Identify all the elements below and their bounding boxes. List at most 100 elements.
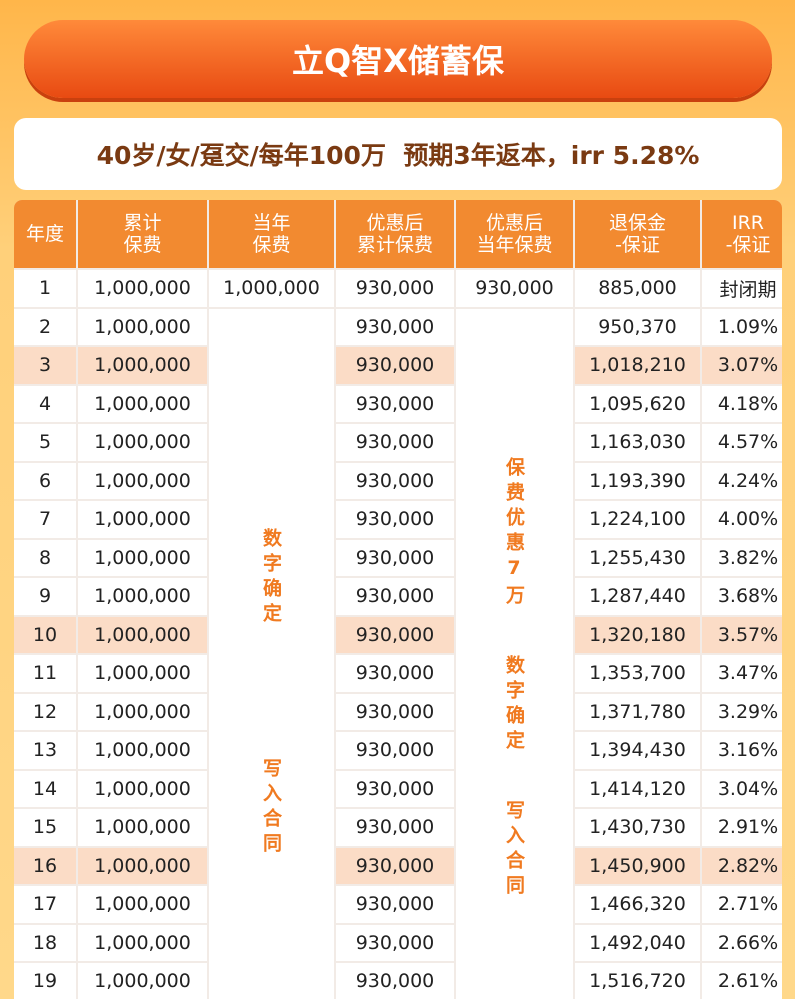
cell: 930,000 (336, 424, 454, 461)
cell: 3.82% (702, 539, 782, 576)
cell: 1,000,000 (78, 963, 207, 999)
cell: 1,000,000 (78, 462, 207, 499)
cell: 930,000 (456, 270, 573, 307)
cell: 1,450,900 (575, 847, 700, 884)
note: 写入合同 (260, 758, 282, 859)
cell: 12 (14, 693, 76, 730)
cell: 930,000 (336, 809, 454, 846)
cell: 930,000 (336, 578, 454, 615)
cell: 1,000,000 (78, 924, 207, 961)
cell: 1 (14, 270, 76, 307)
cell: 930,000 (336, 847, 454, 884)
cell: 1,000,000 (78, 501, 207, 538)
cell: 1,516,720 (575, 963, 700, 999)
cell: 2.71% (702, 886, 782, 923)
cell: 930,000 (336, 385, 454, 422)
cell: 5 (14, 424, 76, 461)
cell: 930,000 (336, 732, 454, 769)
cell: 封闭期 (702, 270, 782, 307)
cell: 1,000,000 (78, 539, 207, 576)
cell: 930,000 (336, 462, 454, 499)
cell: 8 (14, 539, 76, 576)
cell: 4.24% (702, 462, 782, 499)
cell: 1,095,620 (575, 385, 700, 422)
cell: 1,466,320 (575, 886, 700, 923)
header-cell: 退保金 -保证 (575, 200, 700, 268)
cell: 1,320,180 (575, 616, 700, 653)
cell: 1,163,030 (575, 424, 700, 461)
header-cell: 年度 (14, 200, 76, 268)
cell: 1,394,430 (575, 732, 700, 769)
merged-cell: 保费优惠7万数字确定写入合同 (456, 308, 573, 999)
merged-cell: 数字确定 写入合同 (209, 308, 334, 999)
title: 立Q智X储蓄保 (24, 20, 772, 98)
note: 写入合同 (503, 799, 525, 900)
cell: 930,000 (336, 501, 454, 538)
cell: 3.16% (702, 732, 782, 769)
cell: 930,000 (336, 886, 454, 923)
cell: 1,224,100 (575, 501, 700, 538)
subtitle: 40岁/女/趸交/每年100万 预期3年返本，irr 5.28% (14, 118, 782, 190)
cell: 930,000 (336, 924, 454, 961)
cell: 2.61% (702, 963, 782, 999)
header-cell: 当年 保费 (209, 200, 334, 268)
cell: 1,255,430 (575, 539, 700, 576)
cell: 4 (14, 385, 76, 422)
cell: 18 (14, 924, 76, 961)
cell: 1,000,000 (78, 347, 207, 384)
note: 数字确定 (503, 654, 525, 755)
cell: 1,000,000 (209, 270, 334, 307)
note: 数字确定 (260, 528, 282, 629)
cell: 2.66% (702, 924, 782, 961)
cell: 17 (14, 886, 76, 923)
cell: 1,492,040 (575, 924, 700, 961)
cell: 11 (14, 655, 76, 692)
cell: 3.68% (702, 578, 782, 615)
cell: 1,000,000 (78, 308, 207, 345)
cell: 1,287,440 (575, 578, 700, 615)
cell: 4.57% (702, 424, 782, 461)
cell: 1,000,000 (78, 424, 207, 461)
cell: 3.04% (702, 770, 782, 807)
cell: 19 (14, 963, 76, 999)
cell: 1,000,000 (78, 385, 207, 422)
cell: 1,000,000 (78, 270, 207, 307)
header-cell: 优惠后 累计保费 (336, 200, 454, 268)
cell: 4.00% (702, 501, 782, 538)
cell: 1,000,000 (78, 693, 207, 730)
cell: 13 (14, 732, 76, 769)
cell: 1,000,000 (78, 616, 207, 653)
cell: 930,000 (336, 693, 454, 730)
cell: 6 (14, 462, 76, 499)
header-cell: IRR -保证 (702, 200, 782, 268)
cell: 3.29% (702, 693, 782, 730)
header-cell: 优惠后 当年保费 (456, 200, 573, 268)
cell: 1,000,000 (78, 770, 207, 807)
cell: 3.47% (702, 655, 782, 692)
cell: 1.09% (702, 308, 782, 345)
cell: 1,000,000 (78, 886, 207, 923)
cell: 2 (14, 308, 76, 345)
cell: 9 (14, 578, 76, 615)
cell: 1,430,730 (575, 809, 700, 846)
note: 保费优惠7万 (503, 456, 525, 610)
cell: 1,000,000 (78, 578, 207, 615)
cell: 930,000 (336, 539, 454, 576)
cell: 2.82% (702, 847, 782, 884)
cell: 930,000 (336, 655, 454, 692)
cell: 14 (14, 770, 76, 807)
cell: 1,414,120 (575, 770, 700, 807)
cell: 3.57% (702, 616, 782, 653)
cell: 1,000,000 (78, 655, 207, 692)
cell: 16 (14, 847, 76, 884)
cell: 1,353,700 (575, 655, 700, 692)
cell: 1,000,000 (78, 732, 207, 769)
cell: 4.18% (702, 385, 782, 422)
header-cell: 累计 保费 (78, 200, 207, 268)
cell: 1,000,000 (78, 847, 207, 884)
cell: 2.91% (702, 809, 782, 846)
cell: 1,018,210 (575, 347, 700, 384)
cell: 7 (14, 501, 76, 538)
cell: 15 (14, 809, 76, 846)
